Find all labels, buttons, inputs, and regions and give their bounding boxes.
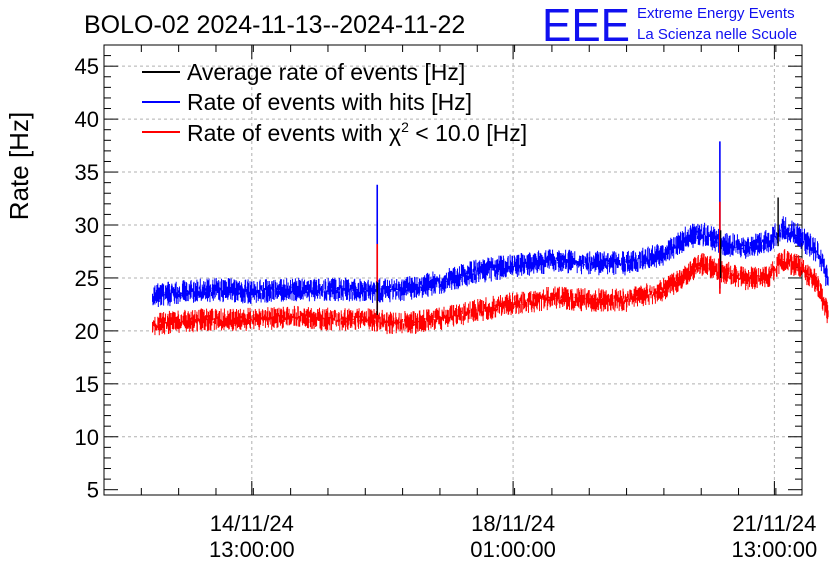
x-tick-label-time: 13:00:00: [732, 537, 818, 562]
y-tick-label: 40: [75, 107, 99, 132]
grid-lines: [104, 45, 802, 495]
y-tick-label: 25: [75, 266, 99, 291]
y-tick-label: 30: [75, 213, 99, 238]
y-tick-label: 15: [75, 372, 99, 397]
logo-line-2: La Scienza nelle Scuole: [637, 26, 797, 43]
x-tick-label-date: 14/11/24: [210, 511, 294, 536]
y-tick-label: 45: [75, 54, 99, 79]
x-tick-label-time: 13:00:00: [209, 537, 295, 562]
legend-label-hits: Rate of events with hits [Hz]: [187, 89, 472, 115]
y-axis-label: Rate [Hz]: [4, 112, 34, 220]
legend-label-average: Average rate of events [Hz]: [187, 59, 465, 85]
y-tick-label: 20: [75, 319, 99, 344]
y-axis-ticks: 5 10 15 20 25 30 35 40 45: [75, 44, 802, 503]
y-tick-label: 35: [75, 160, 99, 185]
eee-logo: EEE Extreme Energy Events La Scienza nel…: [542, 0, 797, 51]
y-tick-label: 10: [75, 425, 99, 450]
legend: Average rate of events [Hz] Rate of even…: [142, 59, 527, 146]
x-axis-ticks: 14/11/2413:00:0018/11/2401:00:0021/11/24…: [103, 45, 818, 562]
series-hits-trace: [152, 216, 829, 308]
chart-title: BOLO-02 2024-11-13--2024-11-22: [84, 11, 465, 39]
x-tick-label-date: 18/11/24: [471, 511, 555, 536]
logo-line-1: Extreme Energy Events: [637, 5, 795, 22]
logo-letters: EEE: [542, 0, 630, 51]
y-tick-label: 5: [87, 478, 99, 503]
x-tick-label-date: 21/11/24: [732, 511, 816, 536]
plot-area: [152, 141, 829, 336]
legend-label-chi2: Rate of events with χ2 < 10.0 [Hz]: [187, 119, 527, 146]
x-tick-label-time: 01:00:00: [470, 537, 556, 562]
